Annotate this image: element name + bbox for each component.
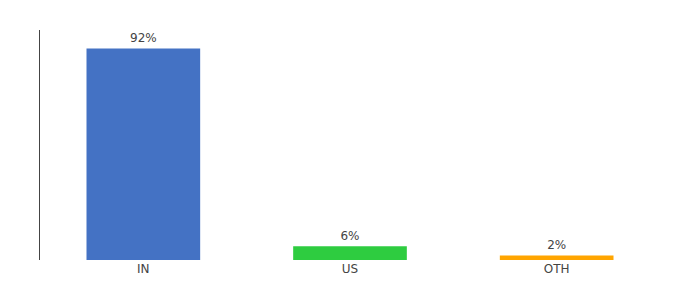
svg-text:OTH: OTH	[544, 262, 570, 276]
svg-text:6%: 6%	[340, 229, 359, 243]
svg-text:92%: 92%	[130, 31, 157, 45]
svg-text:2%: 2%	[547, 238, 566, 252]
svg-text:IN: IN	[137, 262, 150, 276]
svg-text:US: US	[342, 262, 358, 276]
